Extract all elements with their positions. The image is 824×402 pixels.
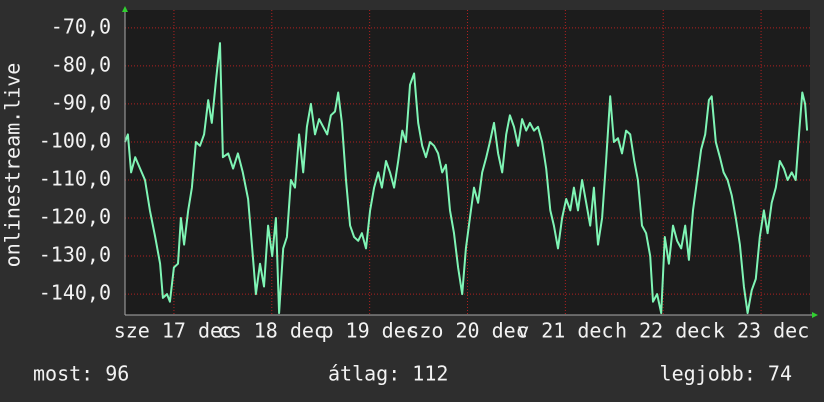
y-tick-label: -90,0 [51,90,111,114]
y-tick-label: -140,0 [39,281,111,305]
footer-now: most: 96 [33,362,129,386]
x-tick-label: v 21 dec [517,319,613,343]
x-tick-label: sze 17 dec [114,319,234,343]
footer-average: átlag: 112 [328,362,448,386]
y-tick-label: -120,0 [39,205,111,229]
x-tick-label: h 22 dec [615,319,711,343]
y-tick-label: -100,0 [39,128,111,152]
plot-area [125,10,810,315]
footer-best: legjobb: 74 [660,362,792,386]
y-tick-label: -70,0 [51,14,111,38]
y-tick-label: -110,0 [39,166,111,190]
x-tick-label: szo 20 dec [407,319,527,343]
y-axis-title: onlinestream.live [1,63,25,268]
x-tick-label: cs 18 dec [218,319,326,343]
x-tick-label: p 19 dec [321,319,417,343]
series-line [124,42,809,315]
y-tick-label: -80,0 [51,52,111,76]
x-arrow [812,312,818,318]
y-arrow [122,6,128,12]
x-tick-label: k 23 dec [713,319,809,343]
y-tick-label: -130,0 [39,243,111,267]
